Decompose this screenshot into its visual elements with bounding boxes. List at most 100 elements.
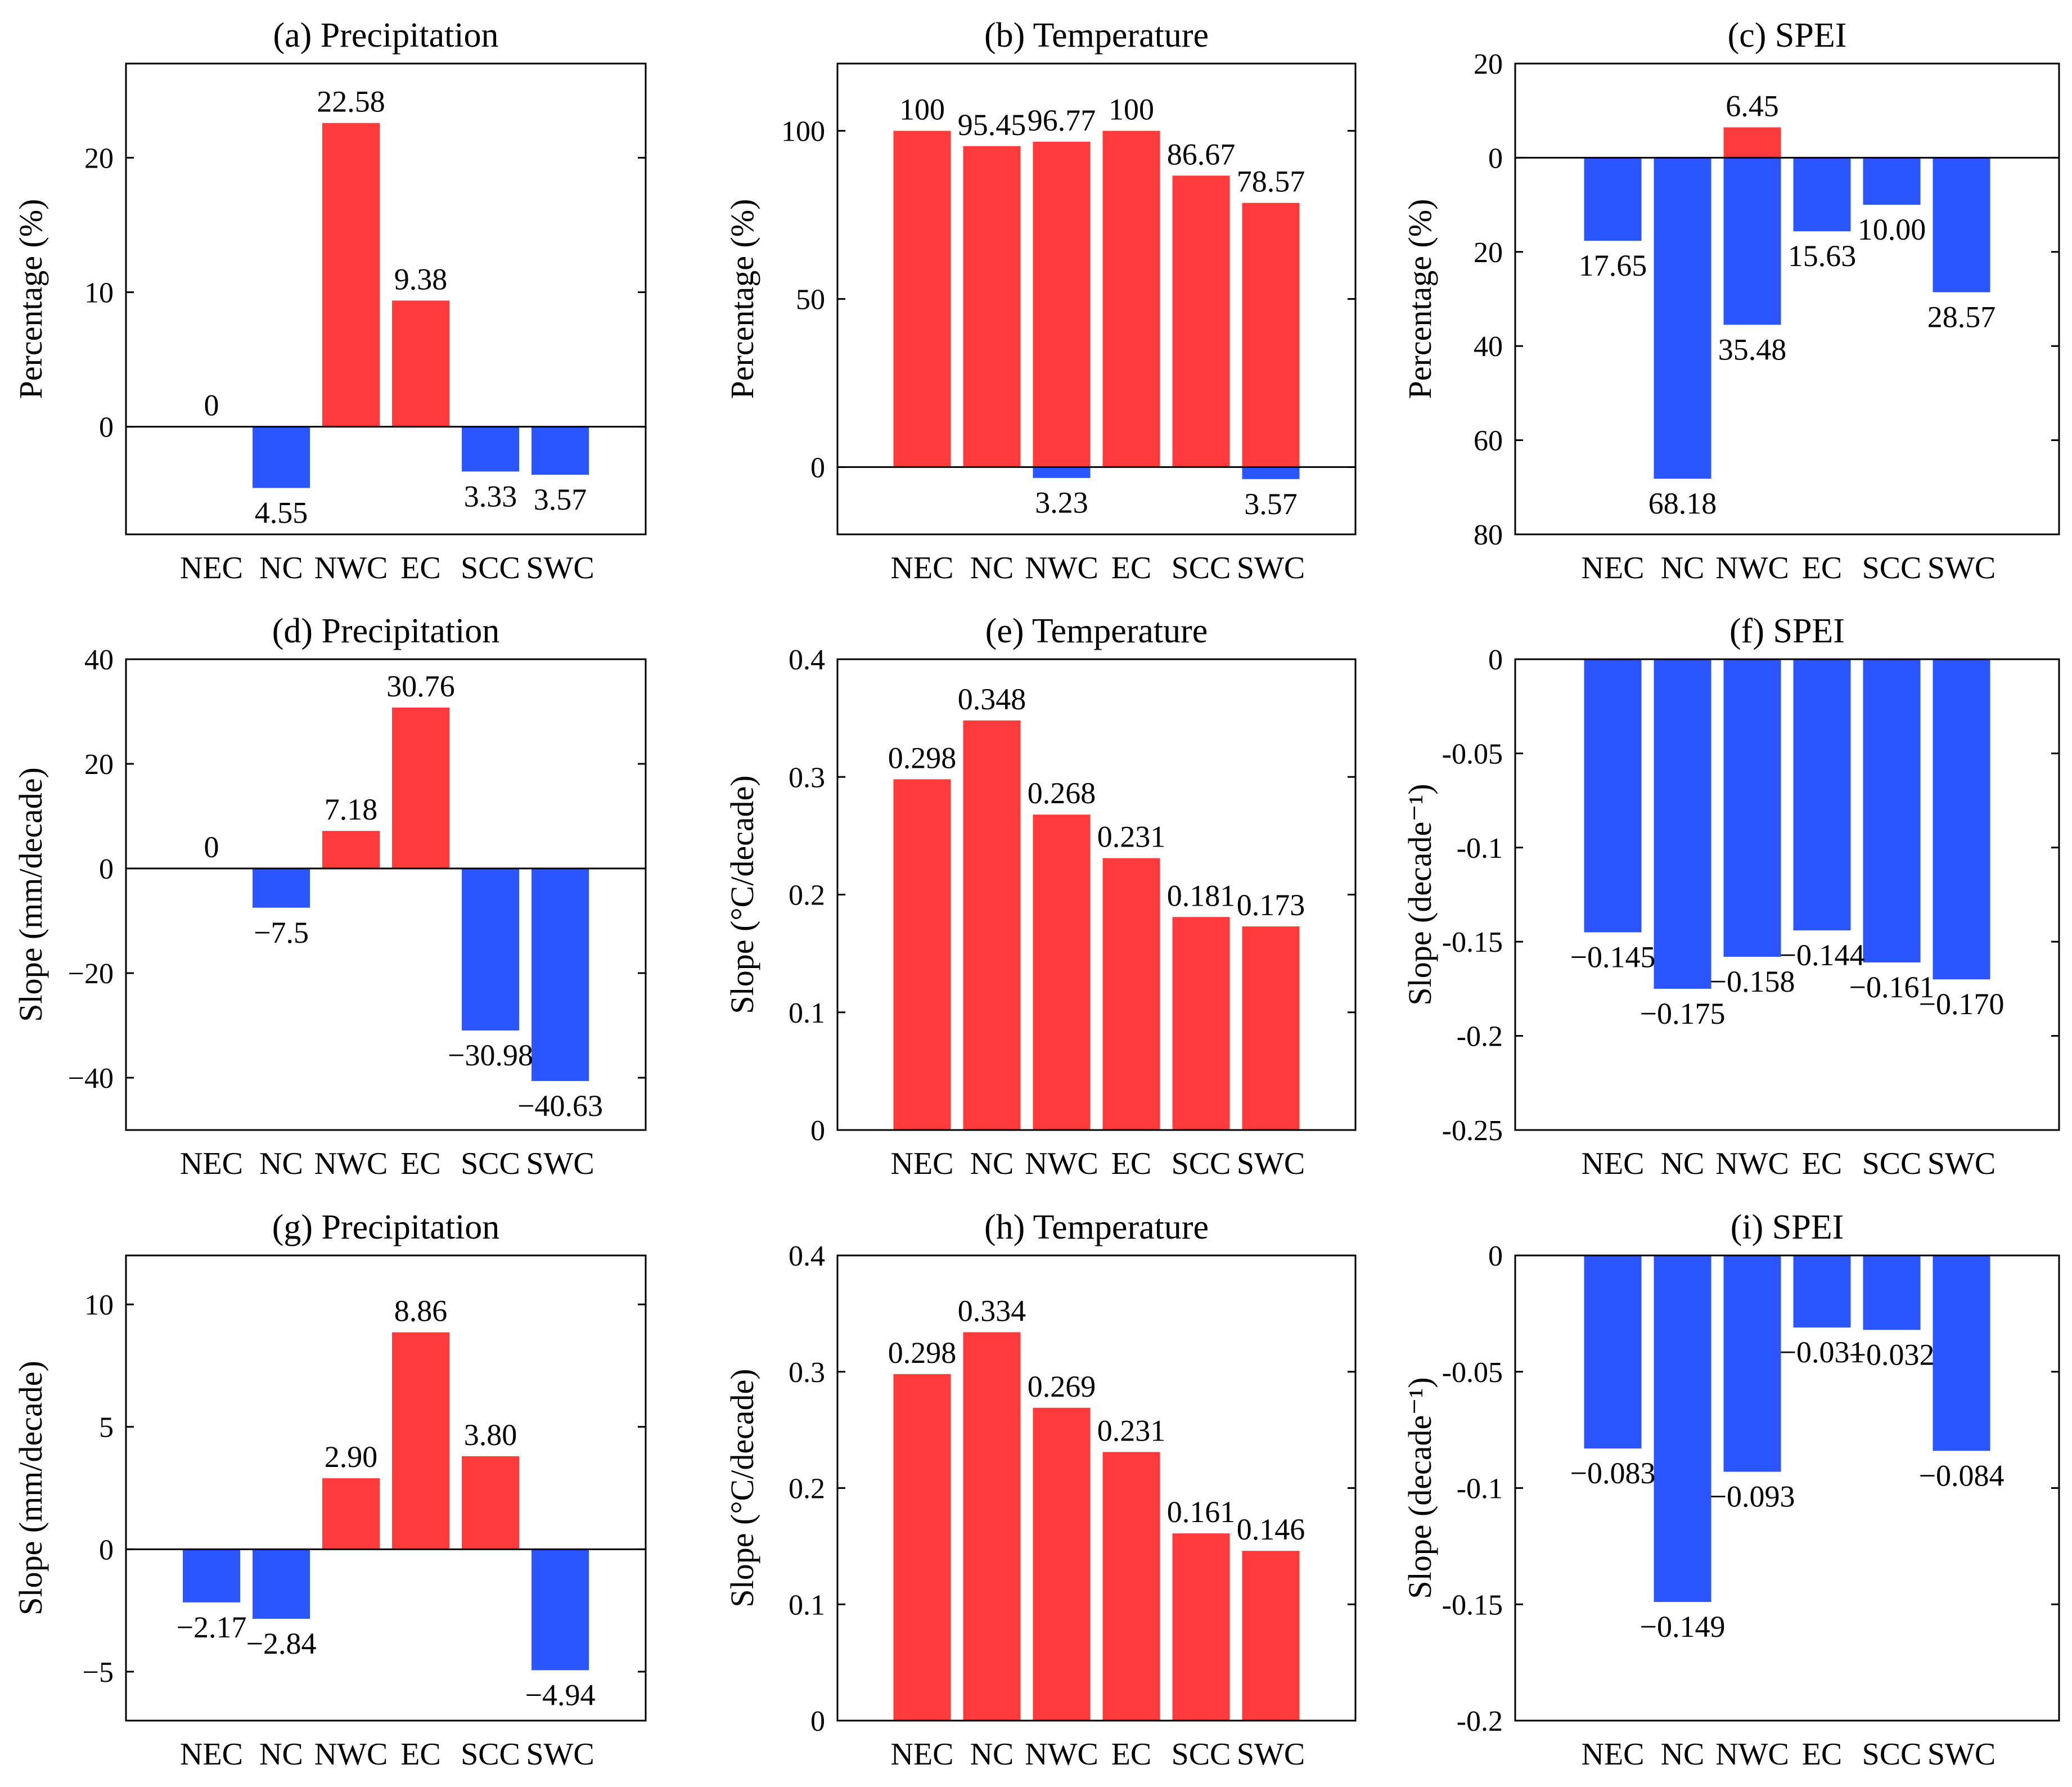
panel-h-bar-swc-slope [1242,1551,1300,1721]
panel-a-bar-nwc-increase [322,123,380,427]
panel-h-ytick-label: 0.4 [789,1240,825,1272]
panel-b-data-label: 96.77 [1028,103,1096,137]
panel-e-title: (e) Temperature [985,612,1208,650]
panel-b-ytick-label: 50 [796,284,825,316]
panel-i-xtick-label-ec: EC [1802,1737,1843,1772]
panel-c-ytick-label: 20 [1474,48,1503,80]
panel-d-data-label: −7.5 [254,916,309,949]
panel-b-bar-nec-increase [893,130,951,467]
panel-a-frame [125,62,647,535]
panel-h-title: (h) Temperature [984,1208,1209,1246]
panel-c-frame [1514,62,2060,535]
panel-f-ytick-label: -0.2 [1457,1021,1503,1053]
panel-a-data-label: 0 [204,389,219,422]
panel-d-ytick-label: 20 [84,749,114,781]
panel-e-data-label: 0.348 [958,682,1026,716]
panel-a-bar-scc-decrease [462,426,519,472]
panel-c-xtick-label-scc: SCC [1862,551,1922,586]
panel-g-data-label: 2.90 [325,1440,378,1474]
panel-e-data-label: 0.298 [888,741,957,775]
panel-e-ylabel: Slope (°C/decade) [724,775,760,1014]
panel-b-bar-nwc-increase [1033,141,1091,467]
panel-i-title: (i) SPEI [1731,1208,1844,1246]
panel-d-ylabel: Slope (mm/decade) [12,767,49,1022]
panel-a-xtick-label-nec: NEC [180,551,243,586]
panel-a-bar-nc-decrease [253,426,310,488]
panel-b-ylabel: Percentage (%) [724,199,760,399]
panel-c-xtick-label-nwc: NWC [1715,551,1789,586]
panel-b-title: (b) Temperature [984,16,1209,55]
panel-a-xtick-label-nc: NC [259,551,303,586]
panel-c-bar-nwc-decrease [1723,157,1781,325]
panel-f-bar-ec-slope [1793,659,1851,931]
panel-h-bar-nc-slope [963,1332,1021,1721]
panel-e-bar-nc-slope [963,720,1021,1130]
panel-g-data-label: 8.86 [394,1294,448,1328]
panel-g-xtick-label-ec: EC [400,1737,441,1772]
panel-f-xtick-label-scc: SCC [1862,1146,1922,1181]
panel-c-ytick-label: 0 [1488,142,1503,174]
panel-d-title: (d) Precipitation [272,612,500,650]
panel-d-bar-ec-slope [392,707,449,868]
panel-c-ytick-label: 60 [1474,425,1503,457]
panel-g-xtick-label-nwc: NWC [314,1737,388,1772]
panel-a-xtick-label-scc: SCC [461,551,520,586]
panel-e-bar-nec-slope [893,779,951,1130]
panel-e-bar-swc-slope [1242,926,1300,1130]
panel-e-ytick-label: 0.2 [789,880,825,912]
panel-b-xtick-label-swc: SWC [1237,551,1305,586]
panel-g-bar-swc-slope [531,1549,589,1671]
panel-h-data-label: 0.269 [1028,1370,1096,1403]
panel-b-bar-swc-decrease [1242,467,1300,479]
panel-i-data-label: −0.093 [1710,1480,1795,1514]
panel-i-data-label: −0.083 [1570,1456,1656,1490]
panel-d-ytick-label: −40 [68,1063,114,1095]
panel-f-ytick-label: -0.05 [1442,738,1503,770]
panel-c-data-label: 6.45 [1726,89,1779,123]
panel-a-xtick-label-swc: SWC [526,551,594,586]
panel-e-xtick-label-scc: SCC [1172,1146,1231,1181]
panel-a-data-label: 3.57 [534,483,587,516]
panel-g-bar-nwc-slope [322,1478,380,1550]
panel-d-ytick-label: 0 [99,853,114,885]
panel-i-ytick-label: -0.15 [1442,1589,1503,1621]
panel-i-bar-nwc-slope [1723,1255,1781,1472]
panel-f-data-label: −0.161 [1849,970,1935,1004]
panel-e-bar-ec-slope [1102,858,1160,1130]
panel-d-xtick-label-nc: NC [259,1146,303,1181]
panel-i-xtick-label-nwc: NWC [1715,1737,1789,1772]
panel-a-data-label: 22.58 [317,85,385,119]
panel-c-data-label: 28.57 [1927,300,1996,334]
panel-b-data-label: 86.67 [1167,137,1236,171]
panel-e-data-label: 0.268 [1028,776,1096,810]
panel-c-bar-nec-decrease [1584,157,1642,241]
panel-b-ytick-label: 0 [810,452,825,484]
panel-g-ytick-label: 5 [99,1412,114,1444]
panel-g-xtick-label-nec: NEC [180,1737,243,1772]
panel-g-data-label: −2.84 [246,1627,317,1660]
panel-b-data-label: 3.23 [1035,486,1088,520]
panel-f-ylabel: Slope (decade⁻¹) [1402,784,1438,1005]
panel-d-data-label: 0 [204,830,219,864]
panel-h-data-label: 0.161 [1167,1495,1236,1529]
panel-g-bar-scc-slope [462,1456,519,1550]
panel-c-bar-nc-decrease [1654,157,1711,479]
panel-f-ytick-label: 0 [1488,644,1503,676]
panel-a-data-label: 3.33 [464,479,517,513]
panel-g-data-label: −4.94 [525,1678,596,1712]
panel-f-data-label: −0.145 [1570,940,1656,974]
panel-a-data-label: 4.55 [255,496,308,529]
panel-a-xtick-label-ec: EC [400,551,441,586]
panel-c-bar-ec-decrease [1793,157,1851,232]
panel-b-bar-swc-increase [1242,202,1300,467]
panel-d-ytick-label: 40 [84,644,114,676]
panel-i-bar-scc-slope [1863,1255,1921,1330]
panel-i-ytick-label: -0.05 [1442,1357,1503,1389]
panel-i-data-label: −0.084 [1919,1459,2005,1492]
panel-i-data-label: −0.149 [1640,1610,1726,1644]
panel-f-data-label: −0.170 [1919,987,2005,1021]
panel-c-bar-nwc-increase [1723,127,1781,158]
panel-i-ytick-label: 0 [1488,1240,1503,1272]
panel-g-bar-nec-slope [183,1549,240,1603]
panel-b-bar-nc-increase [963,146,1021,467]
